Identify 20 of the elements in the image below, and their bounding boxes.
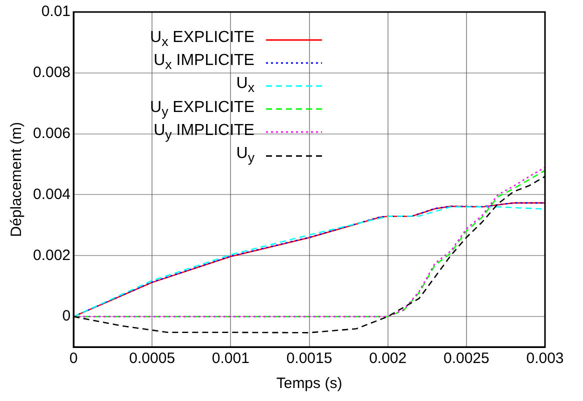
y-tick-label: 0.002	[32, 246, 71, 264]
legend-label: U$_{y}$ EXPLICITE	[150, 98, 254, 121]
x-tick-label: 0.0025	[443, 350, 490, 368]
y-tick-label: 0.008	[32, 64, 71, 82]
legend-label: U$_{x}$ IMPLICITE	[154, 51, 254, 74]
x-tick-label: 0.0005	[129, 350, 176, 368]
y-tick-label: 0.006	[32, 124, 71, 142]
legend-label: U$_{x}$ EXPLICITE	[150, 28, 254, 52]
x-axis-title: Temps (s)	[276, 375, 342, 392]
y-tick-label: 0	[62, 308, 71, 325]
y-axis-title: Déplacement (m)	[8, 122, 26, 238]
x-tick-label: 0.001	[212, 350, 250, 368]
x-tick-label: 0.002	[369, 350, 407, 368]
x-tick-label: 0.0015	[286, 350, 332, 368]
y-tick-label: 0.004	[32, 186, 71, 203]
legend-label: U$_{y}$ IMPLICITE	[154, 120, 254, 144]
legend-label: U$_{x}$	[236, 74, 254, 98]
y-tick-label: 0.01	[41, 3, 71, 20]
x-tick-label: 0.003	[526, 350, 564, 368]
legend-label: U$_{y}$	[236, 144, 254, 168]
